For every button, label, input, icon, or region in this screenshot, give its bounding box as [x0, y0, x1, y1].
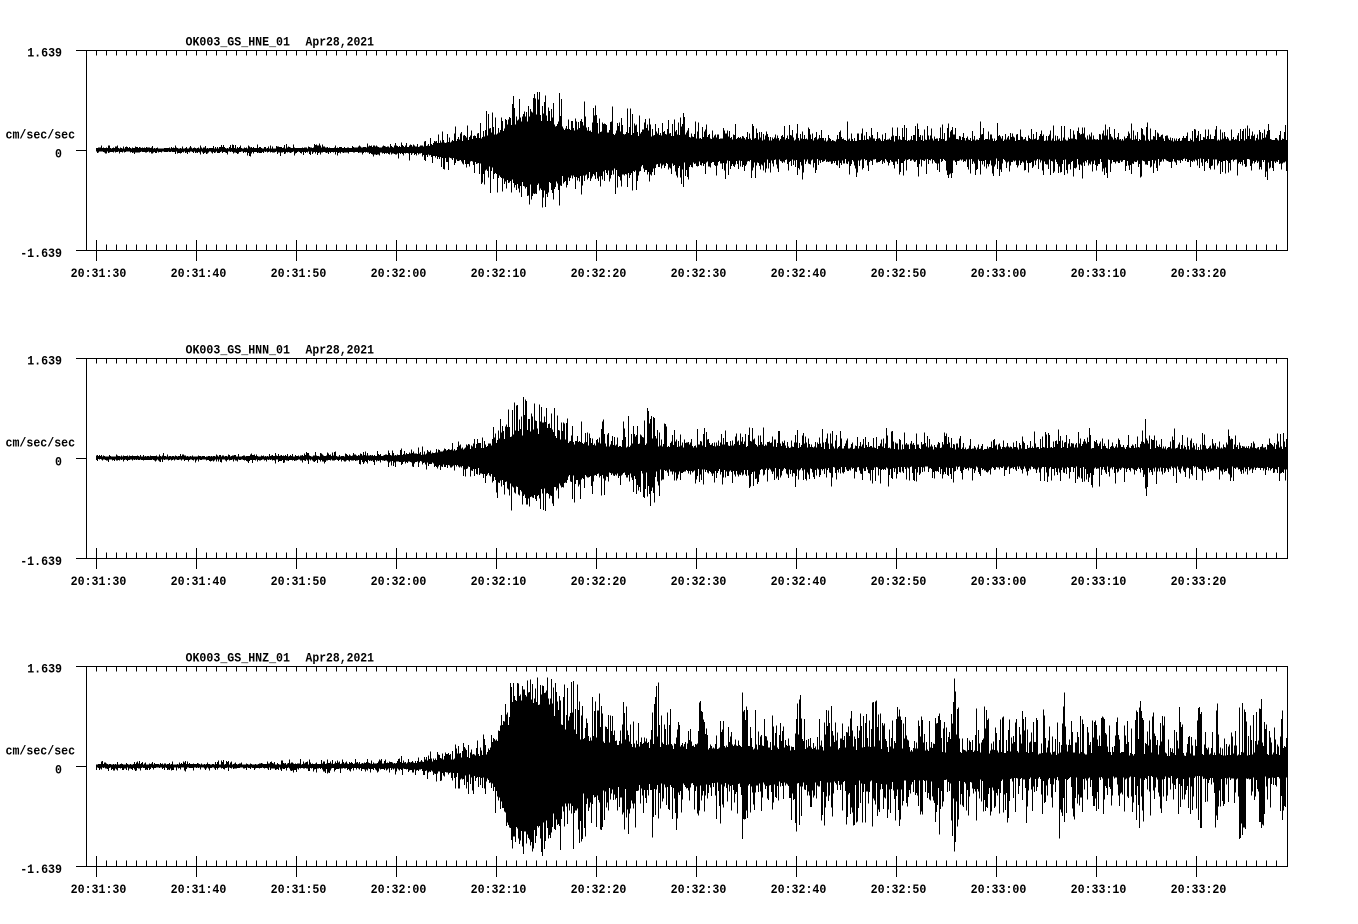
svg-text:20:32:50: 20:32:50 — [871, 266, 927, 281]
svg-text:20:31:40: 20:31:40 — [171, 574, 227, 589]
svg-text:20:33:00: 20:33:00 — [971, 882, 1027, 897]
svg-text:20:32:20: 20:32:20 — [571, 882, 627, 897]
svg-text:20:32:50: 20:32:50 — [871, 574, 927, 589]
svg-text:20:33:20: 20:33:20 — [1171, 882, 1227, 897]
svg-text:0: 0 — [55, 763, 62, 778]
svg-text:cm/sec/sec: cm/sec/sec — [6, 744, 76, 759]
svg-text:-1.639: -1.639 — [20, 862, 62, 877]
svg-text:20:31:50: 20:31:50 — [271, 574, 327, 589]
svg-text:Apr28,2021: Apr28,2021 — [306, 651, 375, 666]
svg-text:20:31:50: 20:31:50 — [271, 882, 327, 897]
svg-text:cm/sec/sec: cm/sec/sec — [6, 436, 76, 451]
svg-text:1.639: 1.639 — [27, 662, 62, 677]
svg-text:20:31:30: 20:31:30 — [71, 882, 127, 897]
svg-text:OK003_GS_HNN_01: OK003_GS_HNN_01 — [186, 343, 291, 358]
svg-text:20:33:00: 20:33:00 — [971, 266, 1027, 281]
svg-text:20:33:00: 20:33:00 — [971, 574, 1027, 589]
svg-text:1.639: 1.639 — [27, 354, 62, 369]
svg-text:Apr28,2021: Apr28,2021 — [306, 343, 375, 358]
svg-text:20:31:40: 20:31:40 — [171, 882, 227, 897]
svg-text:20:32:00: 20:32:00 — [371, 266, 427, 281]
svg-text:20:32:50: 20:32:50 — [871, 882, 927, 897]
svg-text:OK003_GS_HNZ_01: OK003_GS_HNZ_01 — [186, 651, 291, 666]
svg-text:cm/sec/sec: cm/sec/sec — [6, 128, 76, 143]
svg-text:20:32:10: 20:32:10 — [471, 266, 527, 281]
svg-text:20:33:10: 20:33:10 — [1071, 882, 1127, 897]
svg-text:20:32:30: 20:32:30 — [671, 882, 727, 897]
svg-text:Apr28,2021: Apr28,2021 — [306, 35, 375, 50]
svg-text:20:33:10: 20:33:10 — [1071, 574, 1127, 589]
svg-text:20:32:30: 20:32:30 — [671, 266, 727, 281]
svg-text:20:31:30: 20:31:30 — [71, 574, 127, 589]
svg-text:20:31:30: 20:31:30 — [71, 266, 127, 281]
svg-text:1.639: 1.639 — [27, 46, 62, 61]
svg-text:20:32:20: 20:32:20 — [571, 266, 627, 281]
svg-text:-1.639: -1.639 — [20, 246, 62, 261]
svg-text:0: 0 — [55, 455, 62, 470]
svg-text:20:32:20: 20:32:20 — [571, 574, 627, 589]
svg-text:20:32:40: 20:32:40 — [771, 574, 827, 589]
svg-text:20:31:50: 20:31:50 — [271, 266, 327, 281]
svg-text:20:31:40: 20:31:40 — [171, 266, 227, 281]
svg-text:20:33:20: 20:33:20 — [1171, 574, 1227, 589]
svg-text:20:33:20: 20:33:20 — [1171, 266, 1227, 281]
svg-text:20:32:40: 20:32:40 — [771, 882, 827, 897]
svg-text:20:32:40: 20:32:40 — [771, 266, 827, 281]
svg-text:OK003_GS_HNE_01: OK003_GS_HNE_01 — [186, 35, 291, 50]
svg-text:20:32:10: 20:32:10 — [471, 882, 527, 897]
svg-text:20:32:00: 20:32:00 — [371, 574, 427, 589]
svg-text:20:33:10: 20:33:10 — [1071, 266, 1127, 281]
svg-text:20:32:10: 20:32:10 — [471, 574, 527, 589]
svg-text:0: 0 — [55, 147, 62, 162]
svg-text:-1.639: -1.639 — [20, 554, 62, 569]
svg-text:20:32:30: 20:32:30 — [671, 574, 727, 589]
svg-text:20:32:00: 20:32:00 — [371, 882, 427, 897]
